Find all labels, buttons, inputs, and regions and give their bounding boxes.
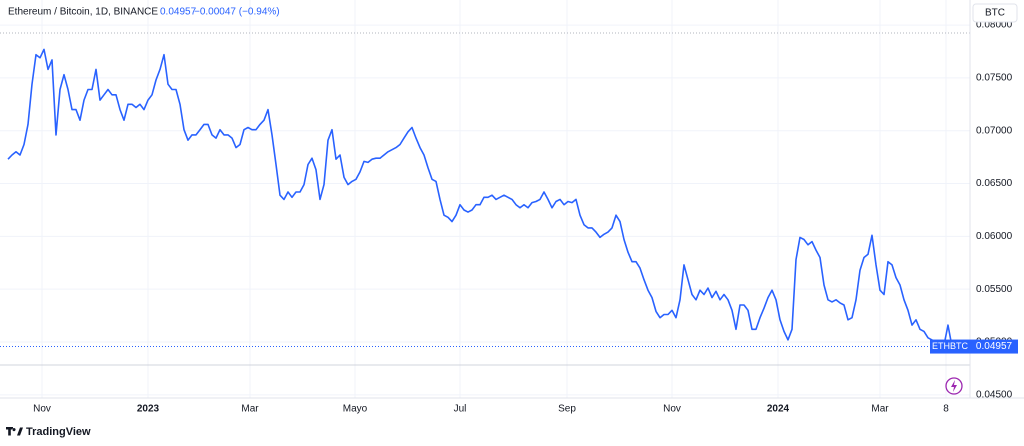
x-tick-label: 8 xyxy=(943,404,949,415)
last-price: 0.04957 xyxy=(160,7,197,18)
currency-button[interactable] xyxy=(972,3,1018,23)
price-change: −0.00047 (−0.94%) xyxy=(194,7,280,18)
x-tick-label: 2024 xyxy=(767,404,790,415)
y-tick-label: 0.05500 xyxy=(976,284,1013,295)
plot xyxy=(0,48,970,351)
x-tick-label: Nov xyxy=(33,404,51,415)
y-tick-label: 0.07000 xyxy=(976,125,1013,136)
x-tick-label: Jul xyxy=(454,404,467,415)
last-price-tag xyxy=(970,339,1018,354)
y-tick-label: 0.04500 xyxy=(976,389,1013,400)
x-tick-label: 2023 xyxy=(137,404,160,415)
x-tick-label: Sep xyxy=(558,404,576,415)
alert-icon-bolt[interactable] xyxy=(951,380,957,392)
y-tick-label: 0.06500 xyxy=(976,178,1013,189)
currency-button-label[interactable]: BTC xyxy=(985,8,1005,19)
x-tick-label: Mar xyxy=(871,404,889,415)
grid xyxy=(0,0,970,398)
y-tick-label: 0.07500 xyxy=(976,73,1013,84)
x-tick-label: Nov xyxy=(663,404,681,415)
labels: 0.045000.050000.055000.060000.065000.070… xyxy=(33,20,1018,415)
x-tick-label: Mar xyxy=(241,404,259,415)
y-tick-label: 0.08000 xyxy=(976,20,1013,31)
chart-title: Ethereum / Bitcoin, 1D, BINANCE xyxy=(8,7,158,18)
x-tick-label: Mayo xyxy=(343,404,368,415)
symbol-tag xyxy=(930,339,970,354)
brand-name: TradingView xyxy=(26,426,91,438)
price-line xyxy=(7,48,953,351)
last-price-label: 0.04957 xyxy=(976,341,1013,352)
y-tick-label: 0.06000 xyxy=(976,231,1013,242)
brand-logo xyxy=(6,427,23,436)
symbol-label: ETHBTC xyxy=(932,341,969,351)
